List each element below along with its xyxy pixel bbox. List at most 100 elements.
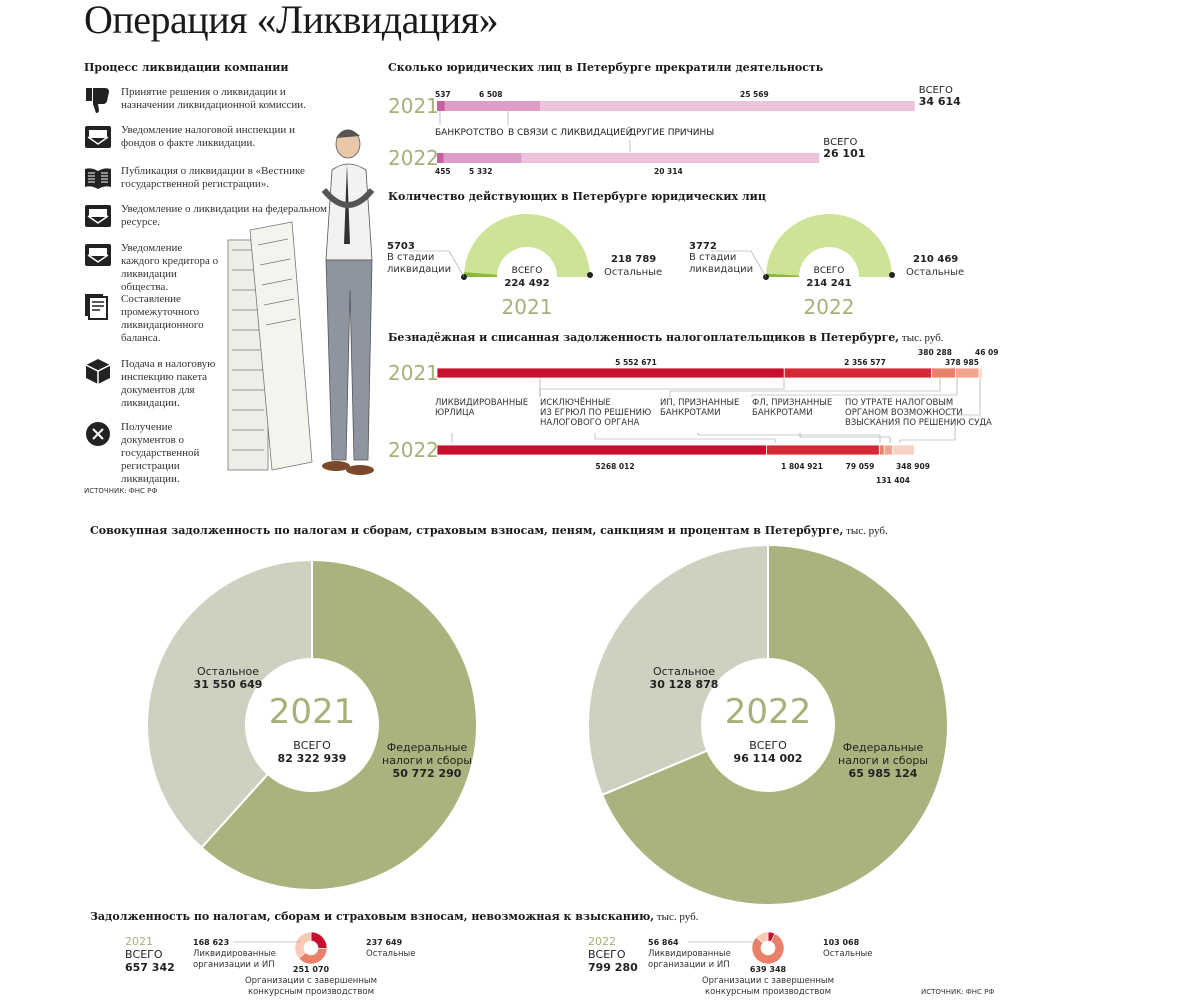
bankrupt-label: конкурсным производством <box>705 987 831 997</box>
value-label: 5 552 671 <box>615 358 657 367</box>
year-label: 2021 <box>502 295 553 319</box>
value-label: 79 059 <box>846 462 875 471</box>
category-label: ОРГАНОМ ВОЗМОЖНОСТИ <box>845 408 963 418</box>
s2-heading: Количество действующих в Петербурге юрид… <box>388 190 766 203</box>
connector-line <box>711 250 767 278</box>
bankrupt-value: 639 348 <box>750 965 787 974</box>
bar-segment <box>436 444 767 456</box>
other-label: Остальные <box>604 267 662 278</box>
federal-label: Федеральные <box>843 741 924 754</box>
bankrupt-value: 251 070 <box>293 965 330 974</box>
liquidation-value: 3772 <box>689 241 717 252</box>
businessman-illustration <box>227 129 375 475</box>
value-label: 2 356 577 <box>844 358 886 367</box>
category-label: ЛИКВИДИРОВАННЫЕ <box>435 398 528 408</box>
value-label: 378 985 <box>945 358 979 367</box>
category-label: В СВЯЗИ С ЛИКВИДАЦИЕЙ <box>508 126 632 138</box>
total-caption: ВСЕГО <box>823 137 857 148</box>
gauge-marker <box>889 272 895 278</box>
other-value: 30 128 878 <box>650 678 719 691</box>
liquidation-label: ликвидации <box>387 264 451 275</box>
bar-segment <box>878 444 885 456</box>
liq-label: организации и ИП <box>193 960 275 970</box>
category-label: БАНКРОТАМИ <box>660 408 721 418</box>
other-value: 31 550 649 <box>194 678 263 691</box>
gauge-other-arc <box>766 213 892 277</box>
process-heading: Процесс ликвидации компании <box>84 61 289 74</box>
process-source: ИСТОЧНИК: ФНС РФ <box>84 487 158 495</box>
category-label: ИП, ПРИЗНАННЫЕ <box>660 398 739 408</box>
bar-segment <box>437 101 445 111</box>
connector-line <box>409 250 465 278</box>
category-label: ЮРЛИЦА <box>435 408 475 418</box>
total-value: 82 322 939 <box>278 752 347 765</box>
bar-segment <box>444 101 541 111</box>
process-step-text: Составление промежуточного ликвидационно… <box>121 293 204 344</box>
donut-other-slice <box>587 543 769 797</box>
category-label: БАНКРОТСТВО <box>435 128 504 138</box>
bar-segment <box>437 153 444 163</box>
connector-line <box>594 433 776 443</box>
bar-segment <box>443 153 522 163</box>
category-label: ИЗ ЕГРЮЛ ПО РЕШЕНИЮ <box>540 408 651 418</box>
bar-segment <box>931 367 956 379</box>
bankrupt-label: Организации с завершенным <box>702 976 834 986</box>
connector-line <box>539 378 785 397</box>
value-label: 455 <box>435 167 451 176</box>
bar-segment <box>883 444 893 456</box>
donut-slice <box>751 933 785 965</box>
value-label: 348 909 <box>896 462 930 471</box>
package-icon <box>84 357 112 385</box>
s5-heading: Задолженность по налогам, сборам и страх… <box>90 910 699 923</box>
liq-label: Ликвидированные <box>648 949 731 959</box>
connector-line <box>899 425 956 443</box>
total-caption: ВСЕГО <box>293 739 331 752</box>
category-label: ВЗЫСКАНИЯ ПО РЕШЕНИЮ СУДА <box>845 418 992 428</box>
total-value: 96 114 002 <box>734 752 803 765</box>
other-label: Остальные <box>906 267 964 278</box>
category-label: НАЛОГОВОГО ОРГАНА <box>540 418 639 428</box>
gauge-other-arc <box>464 214 590 277</box>
value-label: 131 404 <box>876 476 910 485</box>
s1-heading: Сколько юридических лиц в Петербурге пре… <box>388 61 824 74</box>
process-step-text: Подача в налоговую инспекцию пакета доку… <box>121 358 216 409</box>
envelope-icon <box>84 123 112 151</box>
bar-segment <box>978 367 983 379</box>
category-label: ДРУГИЕ ПРИЧИНЫ <box>629 128 714 138</box>
connector-line <box>751 378 958 397</box>
category-label: БАНКРОТАМИ <box>752 408 813 418</box>
documents-icon <box>84 292 112 320</box>
federal-label: налоги и сборы <box>838 754 928 767</box>
connector-line <box>697 433 881 443</box>
process-step-text: Публикация о ликвидации в «Вестнике госу… <box>121 165 305 190</box>
federal-value: 65 985 124 <box>849 767 918 780</box>
other-label: Остальное <box>653 665 715 678</box>
close-circle-icon <box>84 420 112 448</box>
bankrupt-label: конкурсным производством <box>248 987 374 997</box>
bar-segment <box>892 444 915 456</box>
other-label: Остальные <box>823 949 872 959</box>
value-label: 25 569 <box>740 90 769 99</box>
total-caption: ВСЕГО <box>814 266 845 276</box>
bankrupt-label: Организации с завершенным <box>245 976 377 986</box>
donut-federal-slice <box>200 558 478 891</box>
liquidation-label: В стадии <box>387 252 434 263</box>
total-value: 657 342 <box>125 961 175 974</box>
donut-slice <box>310 931 328 949</box>
category-label: ПО УТРАТЕ НАЛОГОВЫМ <box>845 398 953 408</box>
open-book-icon <box>84 164 112 192</box>
connector-line <box>945 378 981 416</box>
liquidation-label: В стадии <box>689 252 736 263</box>
year-label: 2021 <box>388 361 439 385</box>
liq-value: 56 864 <box>648 938 679 947</box>
year-label: 2022 <box>388 438 439 462</box>
process-step-text: Уведомление каждого кредитора о ликвидац… <box>121 242 219 293</box>
thumbs-down-icon <box>84 85 112 113</box>
s3-heading: Безнадёжная и списанная задолженность на… <box>388 331 944 344</box>
bar-segment <box>766 444 880 456</box>
total-caption: ВСЕГО <box>749 739 787 752</box>
liquidation-label: ликвидации <box>689 264 753 275</box>
envelope-icon <box>84 202 112 230</box>
